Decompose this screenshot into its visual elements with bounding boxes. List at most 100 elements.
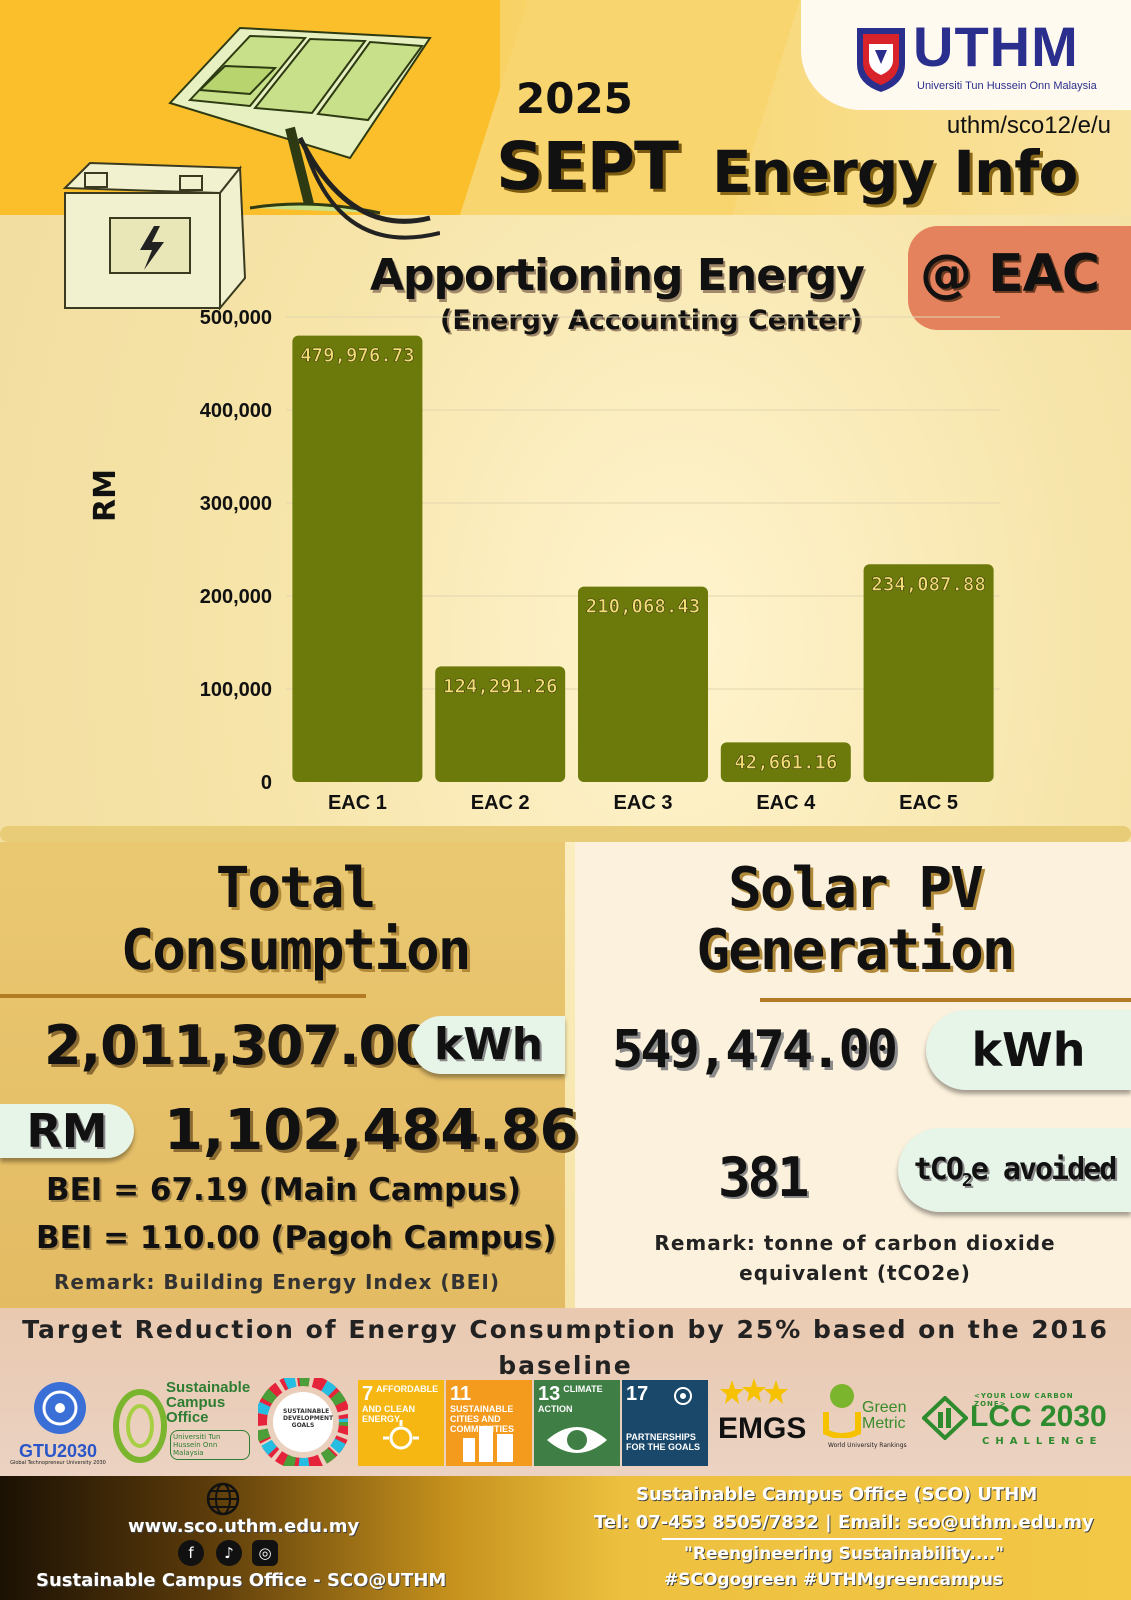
greenmetric-badge: Green Metric World University Rankings xyxy=(822,1378,922,1466)
y-tick-label: 200,000 xyxy=(200,586,272,608)
bei-remark: Remark: Building Energy Index (BEI) xyxy=(54,1270,501,1294)
uthm-logo-text: UTHM xyxy=(913,15,1079,78)
bei-pagoh-campus: BEI = 110.00 (Pagoh Campus) xyxy=(36,1220,557,1256)
earth-eye-icon xyxy=(547,1427,607,1453)
hashtags: #SCOgogreen #UTHMgreencampus xyxy=(664,1570,1004,1590)
sdg13-number: 13 xyxy=(538,1383,561,1405)
bar-chart: 0 100,000 200,000 300,000 400,000 500,000 479,… xyxy=(200,307,1000,814)
sdg7-label: AFFORDABLE AND CLEAN ENERGY xyxy=(362,1384,439,1424)
greenmetric-sub: World University Rankings xyxy=(828,1442,907,1449)
tiktok-icon[interactable]: ♪ xyxy=(216,1540,242,1566)
solar-kwh-value: 549,474.00 xyxy=(612,1020,898,1080)
co2-avoided-value: 381 xyxy=(718,1146,810,1209)
sco-badge: Sustainable Campus Office Universiti Tun… xyxy=(112,1378,256,1466)
sdg7-number: 7 xyxy=(362,1383,374,1405)
section-divider xyxy=(0,826,1131,842)
total-consumption-heading-line2: Consumption xyxy=(120,918,472,983)
solar-kwh-unit-pill: kWh xyxy=(926,1010,1131,1090)
sdg13-badge: 13 CLIMATE ACTION xyxy=(534,1380,620,1466)
y-tick-label: 0 xyxy=(261,772,272,794)
reference-code: uthm/sco12/e/u xyxy=(946,112,1111,139)
sdg11-number: 11 xyxy=(450,1383,472,1405)
ui-globe-icon xyxy=(823,1384,861,1438)
bar-value-label: 42,661.16 xyxy=(734,751,837,773)
bar-eac-4 xyxy=(720,742,851,782)
co2-unit-sub: 2 xyxy=(961,1170,973,1191)
sco-title: Sustainable Campus Office xyxy=(166,1379,251,1426)
emgs-label: EMGS xyxy=(718,1412,807,1445)
uthm-logo-subtitle: Universiti Tun Hussein Onn Malaysia xyxy=(917,80,1097,92)
office-name: Sustainable Campus Office - SCO@UTHM xyxy=(36,1570,447,1591)
badge-row: GTU2030 Global Technopreneur University … xyxy=(0,1374,1131,1470)
rm-unit-pill: RM xyxy=(0,1104,134,1158)
stars-icon xyxy=(720,1378,788,1404)
sdg-goals-label: SUSTAINABLE DEVELOPMENT GOALS xyxy=(283,1408,334,1429)
x-tick-label: EAC 3 xyxy=(614,792,673,814)
solar-pv-heading-line1: Solar PV xyxy=(728,856,984,921)
sdg17-number: 17 xyxy=(626,1383,649,1405)
bar-eac-1 xyxy=(292,335,423,782)
total-consumption-rule xyxy=(0,994,366,998)
total-consumption-heading-line1: Total xyxy=(215,856,377,921)
gtu-head-icon xyxy=(34,1382,86,1434)
gtu2030-badge: GTU2030 Global Technopreneur University … xyxy=(8,1378,108,1466)
eac-tag-label: @ EAC xyxy=(920,244,1100,304)
uthm-logo-box: UTHM Universiti Tun Hussein Onn Malaysia xyxy=(801,0,1131,110)
report-month: SEPT xyxy=(496,128,679,205)
lcc-tag: <YOUR LOW CARBON ZONE> xyxy=(974,1392,1074,1408)
city-buildings-icon xyxy=(463,1426,513,1462)
co2-unit-suffix: e avoided xyxy=(970,1152,1118,1187)
bar-eac-5 xyxy=(863,564,994,782)
bar-value-label: 234,087.88 xyxy=(871,573,985,595)
x-tick-label: EAC 1 xyxy=(328,792,387,814)
gtu-label: GTU2030 xyxy=(18,1441,98,1461)
sdg7-badge: 7 AFFORDABLE AND CLEAN ENERGY xyxy=(358,1380,444,1466)
sdg17-badge: 17 PARTNERSHIPS FOR THE GOALS xyxy=(622,1380,708,1466)
report-year: 2025 xyxy=(516,74,633,123)
co2-remark: Remark: tonne of carbon dioxide equivale… xyxy=(654,1231,1056,1285)
y-tick-label: 400,000 xyxy=(200,400,272,422)
sdg13-label: CLIMATE ACTION xyxy=(538,1384,603,1414)
bar-value-label: 210,068.43 xyxy=(586,596,700,618)
total-consumption-panel xyxy=(0,842,565,1308)
gtu-sub: Global Technopreneur University 2030 xyxy=(10,1460,106,1466)
lcc-sub: CHALLENGE xyxy=(982,1436,1103,1447)
eac-tag: @ EAC xyxy=(908,226,1131,330)
instagram-icon[interactable]: ◎ xyxy=(252,1540,278,1566)
x-tick-label: EAC 5 xyxy=(899,792,958,814)
sco-sub: Universiti Tun Hussein Onn Malaysia xyxy=(170,1430,250,1460)
solar-panel-battery-illustration xyxy=(62,26,440,311)
facebook-icon[interactable]: f xyxy=(178,1540,204,1566)
uthm-shield-icon xyxy=(857,28,905,92)
total-consumption-heading: Total Consumption xyxy=(40,858,550,982)
globe-icon[interactable] xyxy=(206,1482,240,1516)
target-reduction-text: Target Reduction of Energy Consumption b… xyxy=(22,1315,1109,1380)
header-mid-band xyxy=(460,0,800,215)
office-title: Sustainable Campus Office (SCO) UTHM xyxy=(636,1484,1038,1505)
bei-main-campus: BEI = 67.19 (Main Campus) xyxy=(46,1172,522,1208)
sdg17-label: PARTNERSHIPS FOR THE GOALS xyxy=(626,1432,700,1452)
y-tick-label: 100,000 xyxy=(200,679,272,701)
solar-pv-heading-line2: Generation xyxy=(696,918,1015,983)
sdg11-badge: 11SUSTAINABLE CITIES AND COMMUNITIES xyxy=(446,1380,532,1466)
total-kwh-value: 2,011,307.00 xyxy=(44,1014,433,1077)
total-rm-value: 1,102,484.86 xyxy=(164,1098,579,1163)
website-link[interactable]: www.sco.uthm.edu.my xyxy=(128,1516,360,1537)
x-tick-label: EAC 4 xyxy=(756,792,816,814)
partnership-flower-icon xyxy=(674,1387,692,1405)
total-kwh-unit-pill: kWh xyxy=(412,1016,565,1074)
co2-unit-prefix: tCO xyxy=(913,1152,964,1187)
x-tick-label: EAC 2 xyxy=(471,792,530,814)
y-tick-label: 500,000 xyxy=(200,307,272,329)
bar-value-label: 479,976.73 xyxy=(300,345,414,367)
solar-pv-rule xyxy=(760,998,1131,1002)
bar-value-label: 124,291.26 xyxy=(443,675,557,697)
page-title: Energy Info xyxy=(712,138,1078,206)
sco-leaf-icon xyxy=(113,1389,167,1463)
lcc-label: LCC 2030 xyxy=(970,1400,1107,1433)
footer-rule xyxy=(662,1538,1002,1540)
lcc2030-badge: <YOUR LOW CARBON ZONE> LCC 2030 CHALLENG… xyxy=(922,1378,1108,1466)
co2-unit-pill: tCO2e avoided xyxy=(898,1128,1131,1212)
sun-power-icon xyxy=(383,1420,419,1450)
